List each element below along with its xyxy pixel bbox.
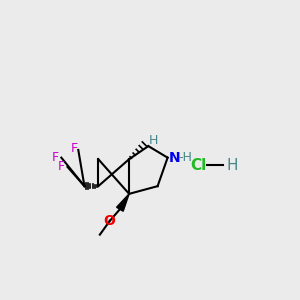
Text: N: N [169,151,181,165]
Text: F: F [58,160,65,173]
Text: -H: -H [178,151,192,164]
Text: O: O [103,214,115,228]
Text: Cl: Cl [190,158,206,173]
Text: H: H [148,134,158,147]
Text: H: H [227,158,239,173]
Text: F: F [52,151,59,164]
Text: F: F [70,142,77,155]
Polygon shape [117,194,129,211]
